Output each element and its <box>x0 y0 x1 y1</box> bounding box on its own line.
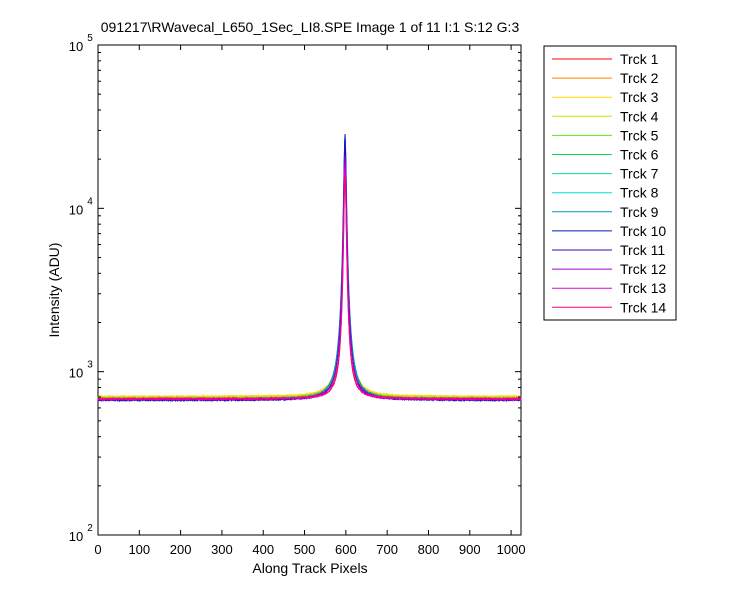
legend-box <box>543 45 677 321</box>
x-tick-label: 700 <box>376 542 398 557</box>
legend: Trck 1 Trck 2 Trck 3 Trck 4 Trck 5 Trck 6 Trck… <box>543 45 677 321</box>
legend-label: Trck 2 <box>620 70 659 86</box>
y-tick-exponent: 3 <box>87 360 93 371</box>
legend-label: Trck 8 <box>620 185 659 201</box>
legend-item: Trck 3 <box>552 89 659 105</box>
x-tick-label: 900 <box>459 542 481 557</box>
y-axis-label: Intensity (ADU) <box>46 243 62 338</box>
x-tick-label: 300 <box>211 542 233 557</box>
y-tick-exponent: 4 <box>87 196 93 207</box>
legend-item: Trck 4 <box>552 108 659 124</box>
y-tick-base: 10 <box>69 529 83 544</box>
legend-item: Trck 6 <box>552 147 659 163</box>
series-line-14 <box>97 174 522 401</box>
legend-item: Trck 10 <box>552 223 666 239</box>
x-axis-ticks: 0 100 200 300 400 500 600 700 800 900 1000 <box>94 45 526 557</box>
y-tick-label: 10 2 <box>69 523 93 544</box>
legend-label: Trck 10 <box>620 223 666 239</box>
legend-label: Trck 13 <box>620 280 666 296</box>
y-tick-exponent: 2 <box>87 523 93 534</box>
legend-item: Trck 13 <box>552 280 666 296</box>
y-tick-base: 10 <box>69 202 83 217</box>
x-tick-label: 600 <box>335 542 357 557</box>
x-axis-label: Along Track Pixels <box>252 560 367 576</box>
legend-item: Trck 8 <box>552 185 659 201</box>
legend-item: Trck 12 <box>552 261 666 277</box>
series-layer <box>97 133 522 403</box>
legend-label: Trck 3 <box>620 89 659 105</box>
legend-item: Trck 14 <box>552 299 666 315</box>
y-axis-ticks: 10 2 10 3 10 4 10 5 <box>69 33 521 544</box>
x-tick-label: 500 <box>294 542 316 557</box>
legend-item: Trck 1 <box>552 51 659 67</box>
legend-label: Trck 12 <box>620 261 666 277</box>
y-tick-label: 10 5 <box>69 33 93 54</box>
legend-item: Trck 7 <box>552 166 659 182</box>
legend-items: Trck 1 Trck 2 Trck 3 Trck 4 Trck 5 Trck 6 Trck… <box>552 51 666 315</box>
legend-item: Trck 2 <box>552 70 659 86</box>
legend-label: Trck 11 <box>620 242 665 258</box>
y-tick-base: 10 <box>69 39 83 54</box>
chart-title: 091217\RWavecal_L650_1Sec_LI8.SPE Image … <box>101 19 520 35</box>
x-tick-label: 800 <box>418 542 440 557</box>
x-tick-label: 400 <box>252 542 274 557</box>
legend-label: Trck 5 <box>620 127 659 143</box>
legend-item: Trck 11 <box>552 242 665 258</box>
legend-item: Trck 9 <box>552 204 659 220</box>
plot-area: 0 100 200 300 400 500 600 700 800 900 1000 1021031… <box>69 33 526 557</box>
legend-label: Trck 14 <box>620 299 666 315</box>
axes-box <box>97 44 522 536</box>
x-tick-label: 1000 <box>497 542 526 557</box>
x-tick-label: 200 <box>170 542 192 557</box>
y-tick-label: 10 4 <box>69 196 93 217</box>
legend-item: Trck 5 <box>552 127 659 143</box>
legend-label: Trck 6 <box>620 147 659 163</box>
x-tick-label: 0 <box>94 542 101 557</box>
y-tick-exponent: 5 <box>87 33 93 44</box>
legend-label: Trck 7 <box>620 166 659 182</box>
legend-label: Trck 9 <box>620 204 659 220</box>
legend-label: Trck 4 <box>620 108 659 124</box>
legend-label: Trck 1 <box>620 51 659 67</box>
y-tick-label: 10 3 <box>69 360 93 381</box>
x-tick-label: 100 <box>128 542 150 557</box>
y-tick-base: 10 <box>69 366 83 381</box>
